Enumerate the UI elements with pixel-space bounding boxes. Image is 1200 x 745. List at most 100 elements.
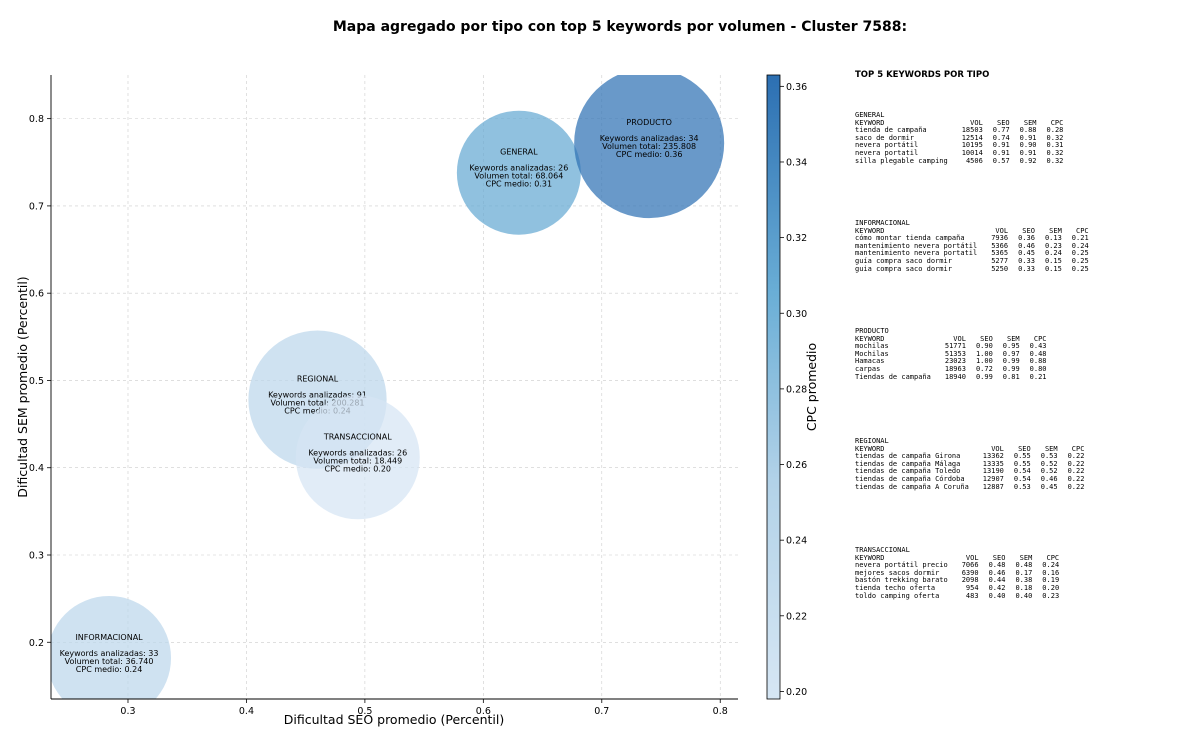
metric-cell: 0.25	[1071, 264, 1089, 273]
keyword-cell: nevera portátil	[855, 141, 919, 150]
metric-cell: 0.52	[1040, 467, 1058, 476]
keyword-group-regional: REGIONAL KEYWORD VOL SEO SEM CPC tiendas de ca…	[855, 437, 1085, 492]
metric-cell: 0.44	[988, 576, 1006, 585]
metric-cell: 13190	[982, 467, 1004, 476]
metric-cell: 5365	[991, 249, 1009, 258]
side-panel-title: TOP 5 KEYWORDS POR TIPO	[855, 70, 990, 80]
keyword-group-general: GENERAL KEYWORD VOL SEO SEM CPC tienda de camp…	[855, 111, 1064, 166]
table-row: tiendas de campaña Córdoba 12907 0.54 0.46 0…	[855, 474, 1084, 484]
metric-cell: 10014	[961, 148, 983, 157]
metric-cell: 0.99	[1002, 357, 1020, 366]
metric-cell: 13362	[982, 452, 1004, 461]
metric-cell: 0.33	[1018, 256, 1035, 265]
metric-cell: 0.53	[1013, 482, 1031, 491]
keyword-group-producto: PRODUCTO KEYWORD VOL SEO SEM CPC mochilas 51771…	[855, 327, 1047, 382]
colorbar-gradient	[766, 74, 781, 700]
metric-cell: 0.53	[1040, 452, 1058, 461]
metric-cell: 0.22	[1067, 482, 1085, 491]
keyword-cell: tiendas de campaña A Coruña	[855, 482, 969, 491]
axes	[50, 75, 738, 700]
table-row: mochilas 51771 0.90 0.95 0.43	[855, 343, 1047, 351]
metric-cell: 0.21	[1029, 372, 1047, 381]
table-header-row: KEYWORD VOL SEO SEM CPC	[855, 444, 1084, 454]
column-header: SEM	[1007, 334, 1020, 343]
metric-cell: 0.91	[992, 148, 1010, 157]
table-row: cómo montar tienda campaña 7936 0.36 0.13 0.…	[855, 235, 1089, 243]
table-row: tiendas de campaña A Coruña 12887 0.53 0.45…	[855, 482, 1085, 492]
chart-title: Mapa agregado por tipo con top 5 keyword…	[333, 19, 907, 35]
y-tick-label: 0.5	[29, 376, 44, 387]
metric-cell: 0.40	[1015, 591, 1033, 600]
bubble-stat: Keywords analizadas: 26	[469, 164, 568, 173]
metric-cell: 0.48	[988, 561, 1006, 570]
metric-cell: 954	[965, 583, 979, 592]
x-tick-label: 0.4	[239, 706, 254, 717]
metric-cell: 0.91	[992, 141, 1010, 150]
keyword-table: KEYWORD VOL SEO SEM CPC mochilas 51771 0.90 0.95…	[855, 334, 1047, 382]
colorbar-tick-label: 0.36	[786, 82, 807, 93]
keyword-cell: silla plegable camping	[855, 156, 948, 165]
metric-cell: 0.42	[988, 583, 1006, 592]
y-tick-label: 0.2	[29, 638, 44, 649]
metric-cell: 0.91	[1019, 148, 1037, 157]
keyword-cell: tiendas de campaña Córdoba	[855, 474, 965, 483]
metric-cell: 0.36	[1018, 234, 1035, 243]
table-row: tiendas de campaña Toledo 13190 0.54 0.52 0.…	[855, 468, 1084, 476]
x-tick-label: 0.6	[476, 706, 491, 717]
metric-cell: 0.25	[1071, 249, 1089, 258]
colorbar-tick-label: 0.20	[786, 687, 807, 698]
column-header: SEO	[997, 118, 1010, 127]
table-row: mantenimiento nevera portátil 5366 0.46 0.2…	[855, 241, 1089, 251]
bubble-label: REGIONAL	[297, 375, 339, 384]
metric-cell: 0.99	[1002, 364, 1020, 373]
metric-cell: 51771	[944, 342, 966, 351]
table-row: bastón trekking barato 2098 0.44 0.38 0.19	[855, 577, 1059, 585]
colorbar-label: CPC promedio	[804, 343, 819, 431]
bubble-stat: Volumen total: 68.064	[474, 172, 563, 181]
table-row: mejores sacos dormir 6390 0.46 0.17 0.16	[855, 568, 1059, 578]
metric-cell: 0.24	[1044, 249, 1062, 258]
table-header-row: KEYWORD VOL SEO SEM CPC	[855, 553, 1060, 563]
keyword-cell: bastón trekking barato	[855, 576, 948, 585]
bubble-stat: Volumen total: 18.449	[313, 456, 402, 465]
keyword-cell: saco de dormir	[855, 133, 915, 142]
metric-cell: 51353	[944, 349, 966, 358]
metric-cell: 0.54	[1013, 474, 1031, 483]
keyword-table: KEYWORD VOL SEO SEM CPC tienda de campaña 1850…	[855, 118, 1064, 166]
metric-cell: 0.46	[1040, 474, 1058, 483]
metric-cell: 13335	[982, 459, 1004, 468]
bubble-stat: CPC medio: 0.31	[486, 180, 553, 189]
metric-cell: 1.00	[975, 357, 993, 366]
metric-cell: 0.17	[1015, 568, 1033, 577]
x-tick-label: 0.8	[713, 706, 728, 717]
keyword-cell: cómo montar tienda campaña	[855, 234, 965, 243]
column-header: CPC	[1046, 553, 1060, 562]
keyword-cell: Tiendas de campaña	[855, 372, 931, 381]
metric-cell: 0.15	[1044, 264, 1062, 273]
metric-cell: 0.48	[1015, 561, 1033, 570]
table-row: saco de dormir 12514 0.74 0.91 0.32	[855, 133, 1064, 143]
metric-cell: 18503	[961, 126, 983, 135]
table-row: tienda de campaña 18503 0.77 0.88 0.28	[855, 127, 1063, 135]
keyword-cell: tienda de campaña	[855, 126, 927, 135]
metric-cell: 5366	[991, 241, 1009, 250]
top-keywords-panel: TOP 5 KEYWORDS POR TIPO GENERAL KEYWORD VO…	[855, 70, 1195, 599]
table-row: mantenimiento nevera portatil 5365 0.45 0.2…	[855, 250, 1089, 258]
metric-cell: 0.32	[1046, 133, 1064, 142]
metric-cell: 2098	[961, 576, 979, 585]
bubble-stat: Keywords analizadas: 33	[60, 649, 159, 658]
metric-cell: 5250	[991, 264, 1009, 273]
metric-cell: 23023	[944, 357, 966, 366]
keyword-cell: mantenimiento nevera portátil	[855, 241, 978, 250]
y-tick-label: 0.6	[29, 289, 44, 300]
column-header: VOL	[991, 444, 1004, 453]
metric-cell: 0.24	[1071, 241, 1089, 250]
bubble-stat: CPC medio: 0.36	[616, 150, 683, 159]
column-header: SEO	[1022, 226, 1035, 235]
bubble-stat: CPC medio: 0.24	[76, 665, 143, 674]
keyword-cell: nevera portátil precio	[855, 561, 948, 570]
colorbar-tick-label: 0.32	[786, 233, 807, 244]
bubble-stat: Volumen total: 235.808	[602, 142, 696, 151]
